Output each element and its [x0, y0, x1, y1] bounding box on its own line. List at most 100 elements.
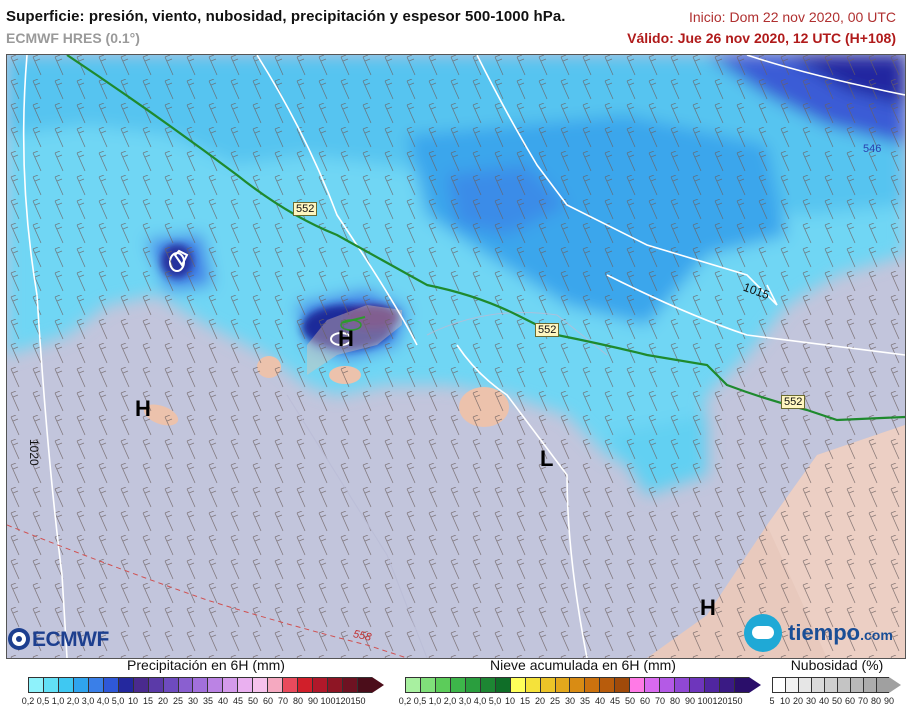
- legend-swatch: [192, 677, 208, 693]
- legend-tick-label: 5: [769, 696, 775, 706]
- legend-tick-label: 0,5: [413, 696, 427, 706]
- legend-cloud-ticks: 5 10 20 30 40 50 60 70 80 90: [769, 696, 902, 708]
- model-name: ECMWF HRES (0.1°): [6, 30, 140, 46]
- legend-tick-label: 30: [187, 696, 199, 706]
- legend-swatch: [599, 677, 615, 693]
- legend-swatch: [689, 677, 705, 693]
- forecast-map[interactable]: H H H L 1020 1015 552 552 552 546 558: [6, 54, 906, 659]
- legend-swatch: [312, 677, 328, 693]
- legend-swatch: [419, 677, 435, 693]
- legend-swatch: [674, 677, 690, 693]
- legend-cloud-title: Nubosidad (%): [790, 657, 884, 673]
- legend-tick-label: 15: [142, 696, 154, 706]
- legend-tick-label: 20: [534, 696, 546, 706]
- legend-arrow: [748, 677, 761, 693]
- high-pressure-center: H: [338, 326, 354, 351]
- legend-swatch: [772, 677, 785, 693]
- legend-swatch: [644, 677, 660, 693]
- ecmwf-logo-text: ECMWF: [32, 628, 109, 651]
- legend-tick-label: 2,0: [66, 696, 80, 706]
- wind-barbs: [7, 55, 905, 658]
- legend-tick-label: 0,5: [36, 696, 50, 706]
- legend-snow-title: Nieve acumulada en 6H (mm): [490, 657, 676, 673]
- legend-tick-label: 35: [202, 696, 214, 706]
- legend-swatch: [162, 677, 178, 693]
- map-title: Superficie: presión, viento, nubosidad, …: [6, 8, 566, 25]
- legend-swatch: [342, 677, 357, 693]
- legend-tick-label: 90: [307, 696, 319, 706]
- legend-tick-label: 0,2: [398, 696, 412, 706]
- legend-swatch: [267, 677, 283, 693]
- legend-swatch: [222, 677, 238, 693]
- legend-swatch: [356, 677, 372, 693]
- legend-tick-label: 20: [157, 696, 169, 706]
- legend-swatch: [863, 677, 876, 693]
- legend-swatch: [405, 677, 420, 693]
- legend-tick-label: 45: [232, 696, 244, 706]
- legend-tick-label: 50: [624, 696, 636, 706]
- legend-snow-ticks: 0,2 0,5 1,0 2,0 3,0 4,0 5,0 10 15 20 25 30 35 40 45 50 6…: [399, 696, 761, 708]
- legend-swatch: [824, 677, 837, 693]
- legend-precip-title: Precipitación en 6H (mm): [127, 657, 285, 673]
- ecmwf-logo: ECMWF: [8, 628, 109, 652]
- legend-swatch: [798, 677, 811, 693]
- high-pressure-center: H: [700, 595, 716, 620]
- legend-tick-label: 40: [818, 696, 830, 706]
- legend-swatch: [72, 677, 88, 693]
- legend-swatch: [252, 677, 268, 693]
- legend-tick-label: 3,0: [458, 696, 472, 706]
- legend-tick-label: 15: [519, 696, 531, 706]
- legend-swatch: [42, 677, 58, 693]
- legend-swatch: [719, 677, 734, 693]
- legend-tick-label: 120: [335, 696, 351, 706]
- legend-cloud-colorbar: [772, 677, 902, 693]
- cloud-icon: [744, 614, 782, 652]
- legend-tick-label: 20: [792, 696, 804, 706]
- legend-tick-label: 1,0: [51, 696, 65, 706]
- legend-swatch: [177, 677, 193, 693]
- legend-swatch: [434, 677, 450, 693]
- legend-swatch: [629, 677, 645, 693]
- legend-tick-label: 35: [579, 696, 591, 706]
- legend-tick-label: 70: [277, 696, 289, 706]
- legend-tick-label: 60: [639, 696, 651, 706]
- legend-swatch: [614, 677, 630, 693]
- legend-swatch: [132, 677, 148, 693]
- legend-swatch: [554, 677, 570, 693]
- low-pressure-center: L: [540, 446, 554, 471]
- legend-swatch: [297, 677, 313, 693]
- legend-swatch: [479, 677, 495, 693]
- legend-swatch: [147, 677, 163, 693]
- map-canvas: [7, 55, 905, 658]
- legend-tick-label: 100: [320, 696, 336, 706]
- legend-swatch: [876, 677, 889, 693]
- legend-cloud: Nubosidad (%) 5 10 20 30 40 50 60 70 80 90: [769, 657, 902, 708]
- legend-tick-label: 80: [870, 696, 882, 706]
- legend-tick-label: 70: [857, 696, 869, 706]
- header-left: Superficie: presión, viento, nubosidad, …: [6, 8, 566, 46]
- legend-swatch: [539, 677, 555, 693]
- legend-tick-label: 1,0: [428, 696, 442, 706]
- legend-tick-label: 4,0: [96, 696, 110, 706]
- legend-tick-label: 100: [697, 696, 713, 706]
- legend-swatch: [28, 677, 43, 693]
- thickness-label: 552: [535, 323, 560, 337]
- legend-swatch: [733, 677, 749, 693]
- legend-swatch: [87, 677, 103, 693]
- valid-time: Válido: Jue 26 nov 2020, 12 UTC (H+108): [627, 30, 896, 46]
- init-time: Inicio: Dom 22 nov 2020, 00 UTC: [689, 9, 896, 25]
- legend-swatch: [524, 677, 540, 693]
- legend-tick-label: 10: [504, 696, 516, 706]
- legend-tick-label: 90: [883, 696, 895, 706]
- legend-tick-label: 90: [684, 696, 696, 706]
- legend-tick-label: 150: [350, 696, 366, 706]
- thickness-label: 552: [781, 395, 806, 409]
- header-right: Inicio: Dom 22 nov 2020, 00 UTC Válido: …: [627, 9, 896, 46]
- legend-arrow: [889, 677, 901, 693]
- legend-tick-label: 5,0: [488, 696, 502, 706]
- thickness-558: [7, 524, 408, 658]
- legend-tick-label: 30: [805, 696, 817, 706]
- legend-swatch: [584, 677, 600, 693]
- legend-snow-colorbar: [405, 677, 761, 693]
- legend-swatch: [494, 677, 510, 693]
